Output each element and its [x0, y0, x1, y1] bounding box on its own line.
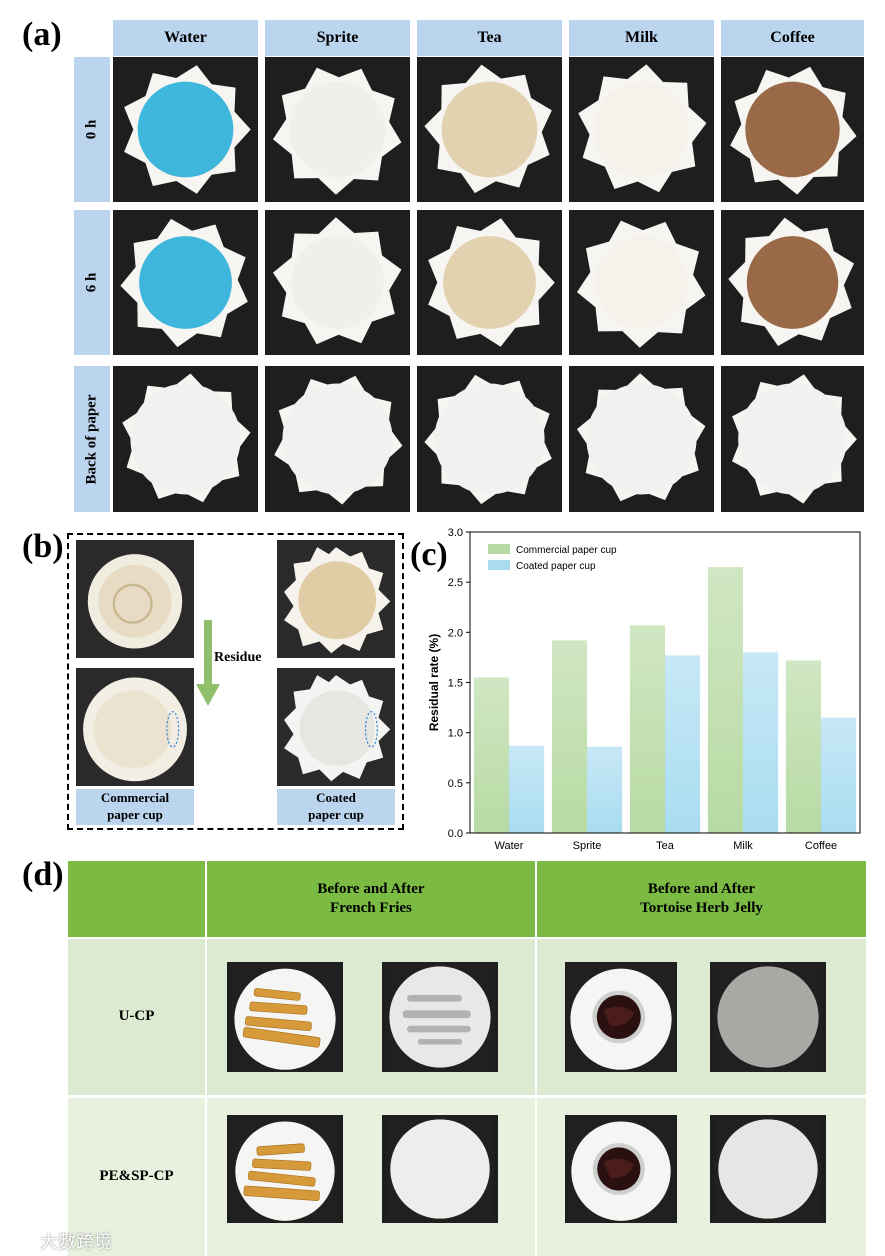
panel-c-label: (c)	[410, 536, 448, 573]
photo-sprite-back	[265, 366, 410, 512]
legend-swatch	[488, 544, 510, 554]
photo-coffee-0h	[721, 57, 864, 202]
column-header-coffee: Coffee	[721, 20, 864, 56]
bar-coated-paper-cup-tea	[665, 655, 701, 833]
x-tick-label: Water	[495, 840, 524, 852]
photo-ucp-fries-before	[227, 962, 343, 1072]
residue-label: Residue	[214, 650, 262, 665]
photo-ucp-jelly-after	[710, 962, 826, 1072]
watermark-text: 大數跨境	[40, 1232, 112, 1253]
photo-tea-0h	[417, 57, 562, 202]
bar-coated-paper-cup-sprite	[587, 746, 623, 833]
row-label-6h: 6 h	[74, 210, 110, 355]
y-tick-label: 1.5	[448, 678, 463, 690]
bar-coated-paper-cup-milk	[743, 652, 779, 833]
caption-commercial-cup: Commercial paper cup	[76, 789, 194, 825]
panel-d-label: (d)	[22, 856, 64, 893]
column-header-water: Water	[113, 20, 258, 56]
photo-water-back	[113, 366, 258, 512]
photo-tea-back	[417, 366, 562, 512]
photo-milk-0h	[569, 57, 714, 202]
legend-swatch	[488, 560, 510, 570]
photo-tea-6h	[417, 210, 562, 355]
column-header-milk: Milk	[569, 20, 714, 56]
row-label-ucp: U-CP	[68, 939, 205, 1095]
bar-coated-paper-cup-coffee	[821, 717, 857, 833]
photo-ucp-jelly-before	[565, 962, 677, 1072]
y-tick-label: 0.5	[448, 778, 463, 790]
photo-pesp-fries-before	[227, 1115, 343, 1223]
watermark-logo-icon	[10, 1228, 36, 1248]
photo-milk-back	[569, 366, 714, 512]
photo-coffee-6h	[721, 210, 864, 355]
row-label-back: Back of paper	[74, 366, 110, 512]
panel-a-label: (a)	[22, 16, 62, 53]
photo-sprite-6h	[265, 210, 410, 355]
x-tick-label: Milk	[733, 840, 753, 852]
bar-commercial-paper-cup-water	[473, 677, 509, 833]
column-header-tea: Tea	[417, 20, 562, 56]
bar-commercial-paper-cup-coffee	[785, 660, 821, 833]
legend-label: Commercial paper cup	[516, 545, 617, 556]
photo-coffee-back	[721, 366, 864, 512]
photo-ucp-fries-after	[382, 962, 498, 1072]
photo-pesp-fries-after	[382, 1115, 498, 1223]
photo-coated-cup-top	[277, 540, 395, 658]
y-tick-label: 2.0	[448, 627, 463, 639]
row-label-0h-text: 0 h	[83, 119, 100, 140]
photo-sprite-0h	[265, 57, 410, 202]
row-label-0h: 0 h	[74, 57, 110, 202]
panel-b-label: (b)	[22, 528, 64, 565]
table-header-fries: Before and After French Fries	[207, 861, 535, 937]
y-tick-label: 1.0	[448, 728, 463, 740]
photo-milk-6h	[569, 210, 714, 355]
column-header-sprite: Sprite	[265, 20, 410, 56]
photo-water-6h	[113, 210, 258, 355]
x-tick-label: Coffee	[805, 840, 837, 852]
photo-commercial-cup-bottom	[76, 668, 194, 786]
photo-pesp-jelly-before	[565, 1115, 677, 1223]
photo-pesp-jelly-after	[710, 1115, 826, 1223]
y-tick-label: 2.5	[448, 577, 463, 589]
row-label-6h-text: 6 h	[83, 272, 100, 293]
table-header-corner	[68, 861, 205, 937]
residual-rate-chart: Water Sprite Tea Milk Coffee 0.0 0.5 1.0 1.5 2.0 2…	[427, 527, 861, 852]
table-header-jelly: Before and After Tortoise Herb Jelly	[537, 861, 866, 937]
bar-coated-paper-cup-water	[509, 745, 545, 833]
row-label-back-text: Back of paper	[83, 394, 100, 484]
bar-commercial-paper-cup-milk	[707, 567, 743, 833]
photo-coated-cup-bottom	[277, 668, 395, 786]
row-label-pesp: PE&SP-CP	[68, 1098, 205, 1256]
y-tick-label: 0.0	[448, 828, 463, 840]
x-tick-label: Sprite	[573, 840, 602, 852]
y-axis-label: Residual rate (%)	[427, 634, 441, 731]
bar-commercial-paper-cup-tea	[629, 625, 665, 833]
x-tick-label: Tea	[656, 840, 675, 852]
photo-commercial-cup-top	[76, 540, 194, 658]
y-tick-label: 3.0	[448, 527, 463, 539]
panel-b-frame	[67, 533, 404, 830]
caption-coated-cup: Coated paper cup	[277, 789, 395, 825]
photo-water-0h	[113, 57, 258, 202]
residue-arrow	[196, 620, 220, 706]
legend-label: Coated paper cup	[516, 561, 596, 572]
bar-commercial-paper-cup-sprite	[551, 640, 587, 833]
